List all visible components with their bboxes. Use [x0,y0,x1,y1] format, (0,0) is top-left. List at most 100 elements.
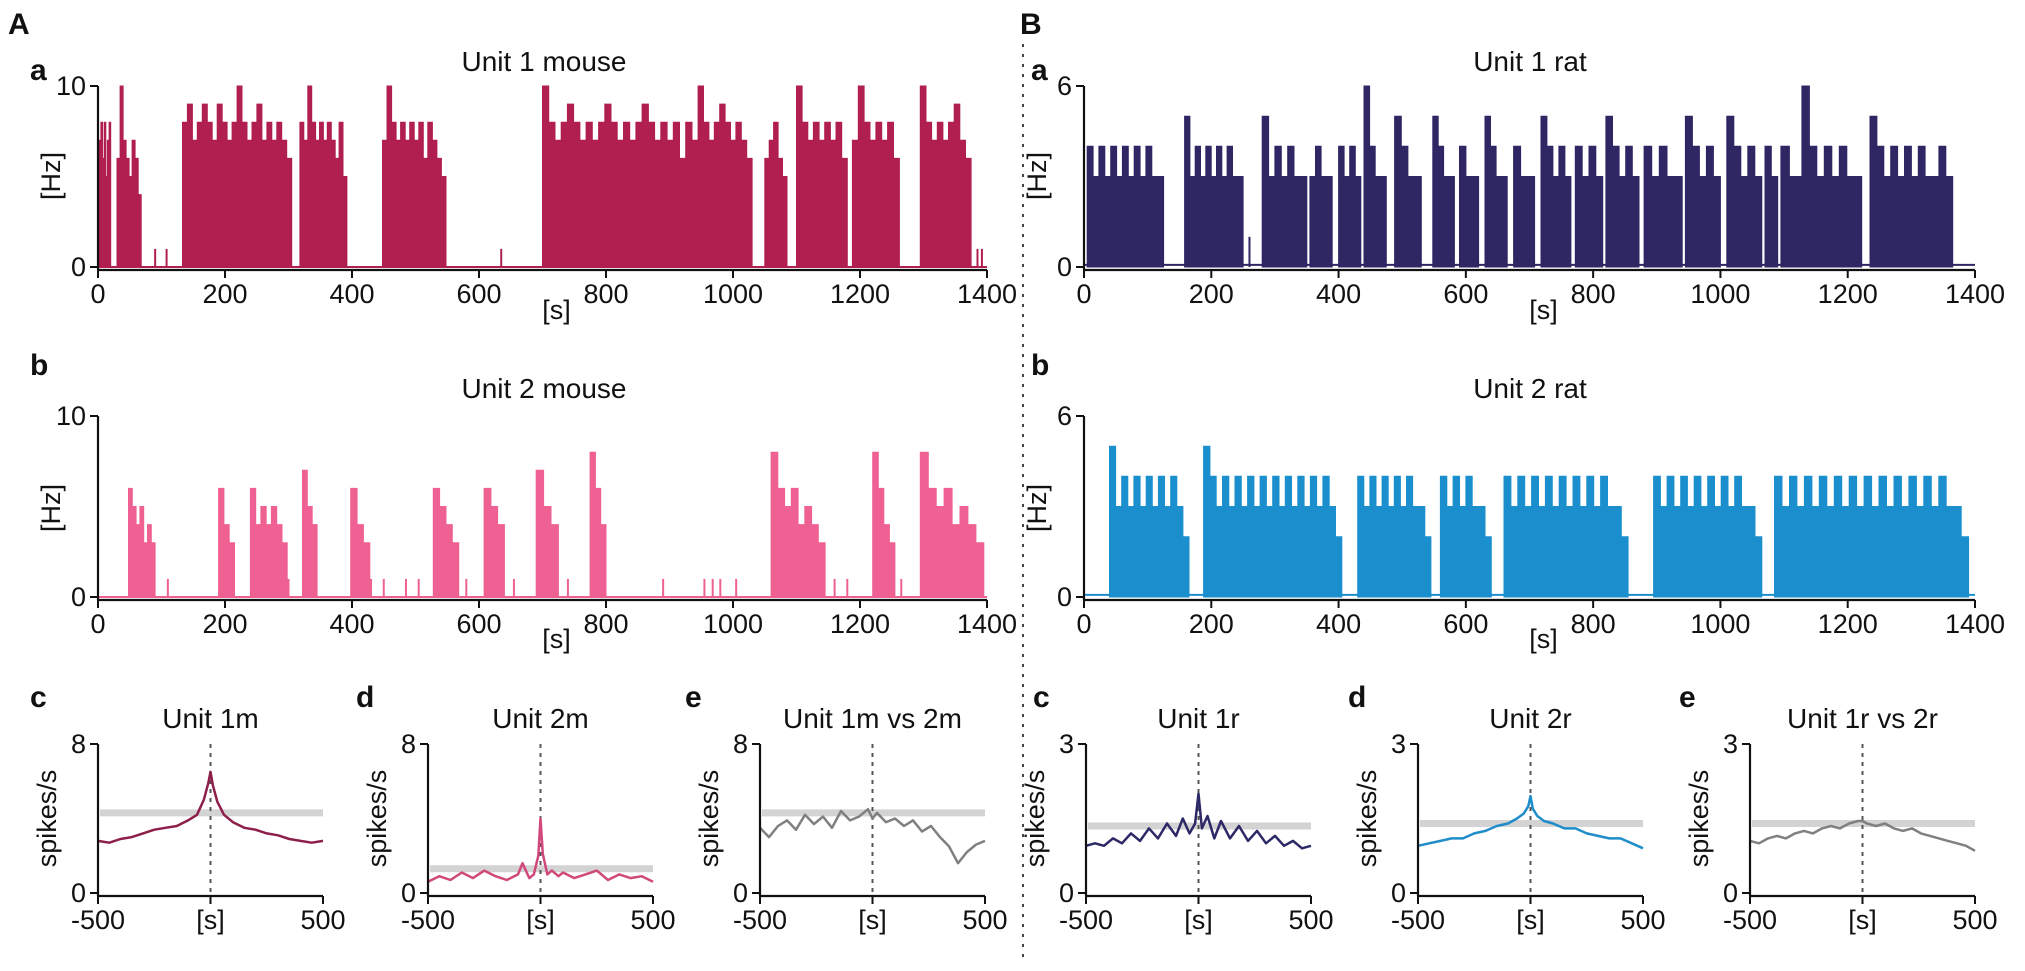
rate-burst-Ba-10 [1513,145,1536,268]
correlogram-line-Ac [97,770,324,844]
x-tick-label-Bd: -500 [1391,905,1445,935]
x-tick-label-Ad: -500 [401,905,455,935]
chart-title-Ad: Unit 2m [492,703,588,734]
y-tick-label-Aa: 0 [71,252,86,282]
correlogram-line-Bc [1085,792,1312,850]
x-tick-label-Aa: 1400 [957,279,1017,309]
correlogram-line-Be [1749,819,1976,852]
y-axis-label-Ac: spikes/s [32,770,62,868]
sub-label-Ba: a [1031,54,1048,87]
x-tick-label-Ba: 800 [1571,279,1616,309]
sub-label-Ac: c [30,681,47,714]
rate-burst-Ab-2 [249,487,288,598]
sub-label-Bd: d [1348,681,1366,714]
x-tick-label-Aa: 400 [329,279,374,309]
x-tick-label-Ba: 400 [1316,279,1361,309]
x-tick-label-Aa: 600 [456,279,501,309]
x-tick-label-Bb: 1200 [1818,609,1878,639]
chart-Bd: 0 3 -500 500 [s] Unit 2r spikes/s d [1348,681,1666,935]
x-tick-label-Aa: 0 [90,279,105,309]
x-axis-label-Aa: [s] [542,295,571,325]
rate-burst-Ba-3 [1309,145,1333,268]
rate-burst-Ab-1 [218,487,235,598]
chart-title-Ac: Unit 1m [162,703,258,734]
rate-burst-Aa-1 [116,85,142,268]
rate-burst-Ab-8 [589,451,607,598]
rate-burst-Bb-2 [1357,475,1432,598]
x-axis-label-Bc: [s] [1184,905,1213,935]
y-tick-label-Ac: 8 [71,729,86,759]
y-axis-label-Ba: [Hz] [1022,152,1052,200]
x-tick-label-Ab: 200 [202,609,247,639]
chart-title-Ae: Unit 1m vs 2m [783,703,962,734]
chart-Ba: 0 6 0 200 400 600 800 1000 1200 1400 [s] Unit 1 rat… [1022,46,2005,325]
y-tick-label-Ba: 0 [1057,252,1072,282]
y-tick-label-Ae: 8 [733,729,748,759]
rate-burst-Ab-3 [302,469,318,598]
rate-burst-Ab-7 [535,469,559,598]
chart-title-Be: Unit 1r vs 2r [1787,703,1938,734]
rate-burst-Aa-7 [764,121,788,268]
x-tick-label-Ba: 1200 [1818,279,1878,309]
x-tick-label-Bb: 800 [1571,609,1616,639]
rate-burst-Ba-13 [1605,115,1640,268]
rate-burst-Ab-0 [128,487,156,598]
x-tick-label-Ab: 400 [329,609,374,639]
x-tick-label-Aa: 1200 [830,279,890,309]
rate-burst-Ba-17 [1764,145,1779,268]
rate-burst-Ba-1 [1184,115,1244,268]
x-tick-label-Ba: 0 [1076,279,1091,309]
rate-burst-Bb-0 [1109,445,1190,598]
x-tick-label-Aa: 1000 [703,279,763,309]
rate-burst-Aa-9 [851,85,900,268]
x-tick-label-Ae: 500 [962,905,1007,935]
y-tick-label-Ac: 0 [71,878,86,908]
rate-burst-Ba-4 [1338,145,1362,268]
chart-title-Bd: Unit 2r [1489,703,1571,734]
x-tick-label-Bb: 200 [1189,609,1234,639]
rate-burst-Ba-14 [1643,145,1683,268]
y-tick-label-Bd: 3 [1391,729,1406,759]
chart-title-Ba: Unit 1 rat [1473,46,1587,77]
rate-burst-Ab-6 [483,487,505,598]
rate-burst-Ba-9 [1484,115,1508,268]
y-axis-label-Aa: [Hz] [36,152,66,200]
rate-burst-Ba-7 [1432,115,1455,268]
rate-burst-Ba-0 [1086,145,1165,268]
rate-burst-Ba-8 [1459,145,1480,268]
chart-title-Bc: Unit 1r [1157,703,1239,734]
chart-title-Bb: Unit 2 rat [1473,373,1587,404]
x-axis-label-Ac: [s] [196,905,225,935]
x-tick-label-Aa: 200 [202,279,247,309]
y-tick-label-Bd: 0 [1391,878,1406,908]
rate-burst-Bb-4 [1503,475,1629,598]
y-tick-label-Bb: 6 [1057,401,1072,431]
x-axis-label-Ab: [s] [542,624,571,654]
rate-burst-Aa-4 [382,85,447,268]
sub-label-Aa: a [30,54,47,87]
x-axis-label-Bb: [s] [1529,624,1558,654]
x-axis-label-Ba: [s] [1529,295,1558,325]
sub-label-Bc: c [1033,681,1050,714]
x-tick-label-Bd: 500 [1620,905,1665,935]
y-tick-label-Ab: 0 [71,582,86,612]
x-tick-label-Ba: 1400 [1945,279,2005,309]
y-axis-label-Bd: spikes/s [1352,770,1382,868]
rate-burst-Ab-5 [432,487,460,598]
x-tick-label-Ab: 1200 [830,609,890,639]
sub-label-Ae: e [685,681,702,714]
x-tick-label-Bb: 600 [1443,609,1488,639]
rate-burst-Aa-0 [98,121,112,268]
chart-title-Aa: Unit 1 mouse [462,46,627,77]
y-tick-label-Bc: 3 [1059,729,1074,759]
x-tick-label-Ab: 800 [583,609,628,639]
x-axis-label-Be: [s] [1848,905,1877,935]
x-tick-label-Ab: 600 [456,609,501,639]
rate-burst-Ba-5 [1363,85,1387,268]
rate-burst-Aa-10 [919,85,972,268]
x-tick-label-Bb: 1000 [1690,609,1750,639]
rate-burst-Ab-10 [872,451,896,598]
rate-burst-Aa-3 [299,85,348,268]
rate-burst-Bb-1 [1203,445,1343,598]
